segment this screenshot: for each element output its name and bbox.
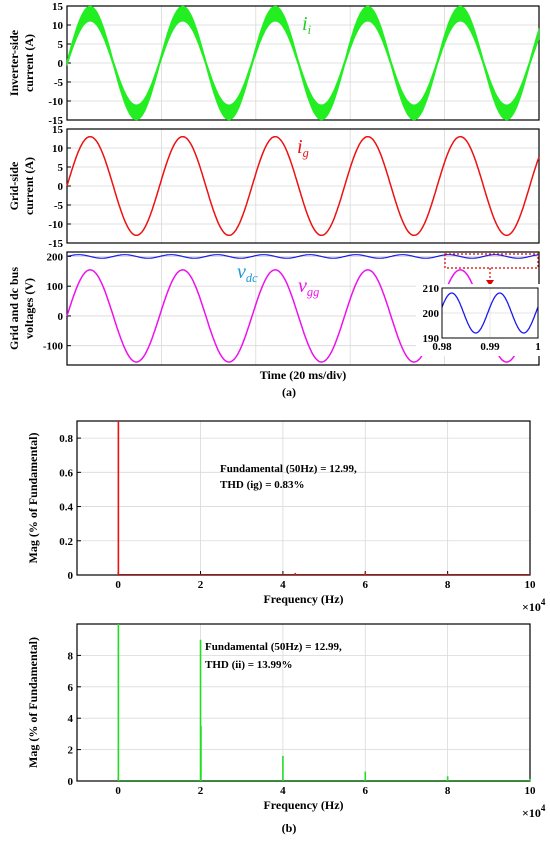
annotation-line2: THD (ig) = 0.83% [220, 479, 305, 491]
zoom-arrow-head [486, 280, 494, 286]
chart-inverter-current: -15 -10 -5 0 5 10 15 Inverter-sidecurrent (A) ii [7, 1, 540, 127]
x-axis-label: Frequency (Hz) [263, 592, 343, 606]
y-tick-label: 0.8 [59, 433, 73, 445]
y-axis-label: Mag (% of Fundamental) [26, 637, 40, 768]
caption-a: (a) [282, 385, 296, 399]
y-tick-label: 4 [68, 713, 74, 725]
y-tick-label: -15 [48, 238, 63, 250]
x-tick-label: 4 [280, 579, 286, 591]
y-axis-label: Grid-sidecurrent (A) [7, 157, 36, 215]
x-tick-label: 2 [198, 785, 204, 797]
y-tick-label: 5 [58, 162, 64, 174]
y-tick-label: 0.4 [59, 502, 73, 514]
y-tick-label: -5 [54, 200, 64, 212]
inset-vdc-line [441, 292, 539, 334]
y-tick-label: -100 [43, 341, 64, 353]
plot-frame [76, 420, 531, 576]
series-label: ig [297, 136, 309, 160]
y-tick-label: -5 [54, 77, 64, 89]
y-tick-label: -10 [48, 219, 63, 231]
annotation-line2: THD (ii) = 13.99% [205, 659, 293, 671]
y-tick-label: 0 [58, 181, 64, 193]
y-tick-label: 6 [68, 682, 74, 694]
x-tick-label: 10 [525, 579, 537, 591]
series-label: ii [302, 13, 312, 37]
y-tick-label: 10 [52, 143, 64, 155]
plot-frame [76, 623, 531, 782]
chart-voltages: -100 0 100 200 Grid and dc busvoltages (V) Ti… [7, 251, 544, 382]
x-tick-label: 4 [280, 785, 286, 797]
series-vdc-line [66, 254, 539, 259]
inset-x-tick-label: 1 [535, 341, 541, 353]
caption-b: (b) [282, 821, 297, 835]
inset-frame-top [441, 287, 539, 339]
x-tick-label: 2 [198, 579, 204, 591]
x-tick-label: 0 [115, 785, 121, 797]
x-tick-label: 0 [115, 579, 121, 591]
x-tick-label: 6 [363, 579, 369, 591]
series-label: vgg [298, 275, 319, 299]
x-multiplier: ×104 [522, 597, 546, 614]
series-vgg-line [66, 269, 540, 363]
inset-y-tick-label: 210 [423, 283, 440, 295]
x-tick-label: 8 [445, 579, 451, 591]
y-tick-label: 100 [47, 281, 64, 293]
zoom-box [444, 253, 539, 269]
chart-grid-current: -15 -10 -5 0 5 10 15 Grid-sidecurrent (A) ig [7, 124, 540, 250]
chart-spectrum-ii: 0 2 4 6 8 0 2 4 6 8 10 Frequency (Hz) ×104 Mag (% of … [26, 623, 546, 820]
chart-spectrum-ig: 0 0.2 0.4 0.6 0.8 0 2 4 6 8 10 Frequency (Hz) ×104 Ma… [26, 420, 546, 614]
series-label: vdc [237, 261, 258, 285]
y-axis-label: Mag (% of Fundamental) [26, 433, 40, 564]
y-tick-label: 10 [52, 20, 64, 32]
y-tick-label: 0.2 [59, 536, 73, 548]
y-tick-label: 8 [68, 650, 74, 662]
y-axis-label: Inverter-sidecurrent (A) [7, 29, 36, 96]
annotation-line1: Fundamental (50Hz) = 12.99, [220, 463, 357, 475]
y-tick-label: 200 [47, 251, 64, 263]
y-tick-label: 5 [58, 39, 64, 51]
y-tick-label: -15 [48, 115, 63, 127]
inset-x-tick-label: 0.98 [432, 341, 452, 353]
x-axis-label: Time (20 ms/div) [260, 368, 346, 382]
inset-y-tick-label: 190 [423, 333, 440, 345]
y-tick-label: 15 [52, 124, 64, 136]
inset-y-tick-label: 200 [423, 308, 440, 320]
y-tick-label: 0 [68, 776, 74, 788]
x-tick-label: 8 [445, 785, 451, 797]
x-axis-label: Frequency (Hz) [263, 798, 343, 812]
y-tick-label: 0 [58, 311, 64, 323]
y-tick-label: -10 [48, 96, 63, 108]
series-ig-line [66, 135, 540, 237]
y-tick-label: 15 [52, 1, 64, 13]
y-axis-label: Grid and dc busvoltages (V) [7, 267, 36, 350]
series-ii-band [66, 5, 540, 121]
x-tick-label: 6 [363, 785, 369, 797]
x-multiplier: ×104 [522, 803, 546, 820]
x-tick-label: 10 [525, 785, 537, 797]
y-tick-label: 0 [68, 570, 74, 582]
y-tick-label: 0 [58, 58, 64, 70]
y-tick-label: 2 [68, 745, 74, 757]
annotation-line1: Fundamental (50Hz) = 12.99, [205, 641, 342, 653]
inset-x-tick-label: 0.99 [480, 341, 500, 353]
y-tick-label: 0.6 [59, 467, 73, 479]
